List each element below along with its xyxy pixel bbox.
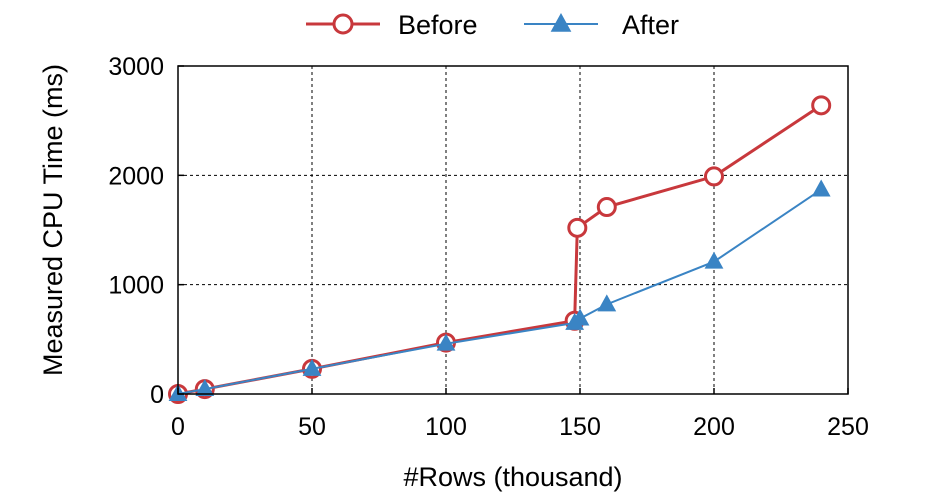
- grid-lines: [178, 66, 848, 394]
- after-marker: [550, 12, 572, 32]
- x-axis-label: #Rows (thousand): [403, 462, 622, 492]
- tick-labels: 0 50 100 150 200 250 0 1000 2000 3000: [108, 53, 868, 441]
- y-axis-label: Measured CPU Time (ms): [38, 64, 68, 376]
- y-tick-label: 3000: [108, 53, 164, 81]
- before-marker: [811, 95, 832, 116]
- after-line: [177, 188, 822, 395]
- after-marker: [570, 308, 590, 326]
- after-marker: [597, 294, 617, 312]
- after-marker: [704, 251, 724, 269]
- before-marker: [704, 166, 724, 187]
- before-marker: [596, 197, 617, 218]
- after-marker: [195, 379, 215, 397]
- after-marker: [436, 333, 456, 351]
- legend-label: Before: [398, 10, 478, 40]
- series-layer: [168, 95, 832, 404]
- legend-label: After: [622, 10, 679, 40]
- y-tick-label: 2000: [108, 162, 164, 190]
- x-tick-label: 200: [693, 413, 735, 441]
- x-tick-label: 0: [171, 413, 185, 441]
- axis-ticks: [177, 65, 849, 395]
- before-line: [177, 104, 823, 396]
- x-tick-label: 100: [425, 413, 467, 441]
- before-marker: [332, 13, 354, 35]
- x-tick-label: 150: [559, 413, 601, 441]
- y-tick-label: 1000: [108, 272, 164, 300]
- before-marker: [567, 217, 588, 238]
- y-tick-label: 0: [150, 381, 164, 409]
- legend: Before After: [306, 10, 679, 40]
- x-tick-label: 250: [827, 413, 869, 441]
- legend-item-before: Before: [306, 10, 478, 40]
- plot-frame: [177, 65, 849, 395]
- legend-item-after: After: [524, 10, 679, 40]
- after-marker: [302, 358, 322, 376]
- after-marker: [811, 179, 831, 197]
- series-after: [168, 179, 831, 401]
- x-tick-label: 50: [298, 413, 326, 441]
